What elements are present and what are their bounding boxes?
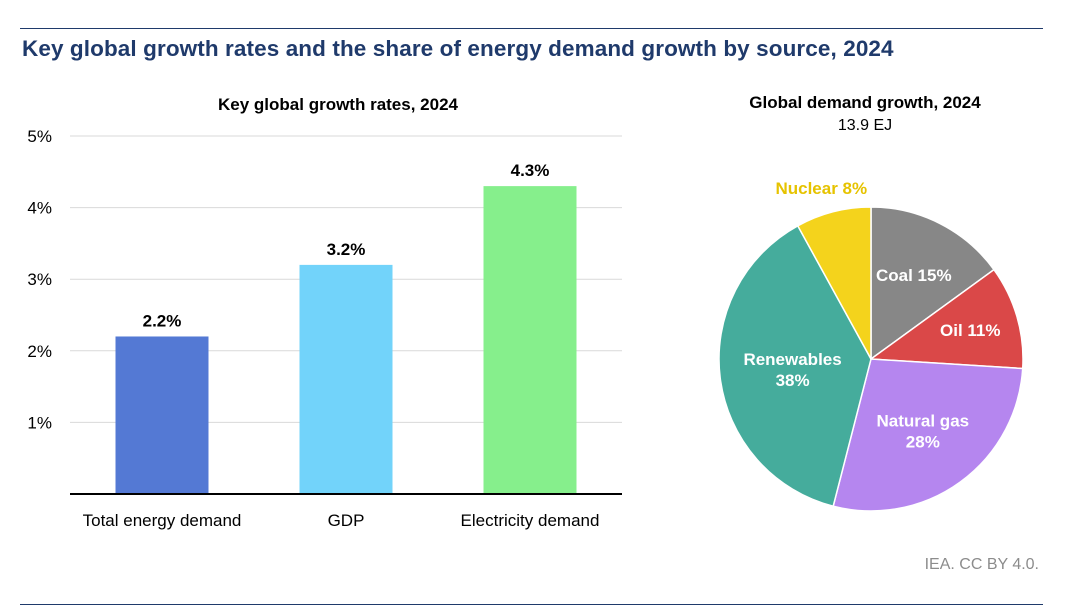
y-tick-label: 4% [27, 199, 52, 218]
x-tick-label: Electricity demand [461, 511, 600, 530]
pie-chart: Global demand growth, 2024 13.9 EJ Coal … [718, 93, 1024, 512]
pie-slice [868, 268, 1024, 370]
x-tick-label: GDP [328, 511, 365, 530]
pie-slice-labels: Coal 15% Oil 11% Natural gas 28% Renewables 3… [743, 179, 1000, 451]
bottom-rule [20, 604, 1043, 605]
top-rule [20, 28, 1043, 29]
source-note: IEA. CC BY 4.0. [924, 556, 1039, 573]
bar [115, 336, 209, 494]
bar [483, 186, 577, 494]
pie-slice-label: Renewables 38% [743, 350, 841, 390]
bar-data-label: 2.2% [143, 311, 182, 330]
bar-x-axis: Total energy demand GDP Electricity demand [83, 511, 600, 530]
bar-y-axis: 1% 2% 3% 4% 5% [27, 127, 52, 432]
bar-chart-title: Key global growth rates, 2024 [218, 95, 459, 114]
x-tick-label: Total energy demand [83, 511, 242, 530]
bar-data-label: 3.2% [327, 240, 366, 259]
y-tick-label: 3% [27, 270, 52, 289]
y-tick-label: 1% [27, 413, 52, 432]
pie-slice-label: Coal 15% [876, 266, 952, 285]
bar-series [115, 186, 577, 494]
bar-chart: Key global growth rates, 2024 1% 2% 3% 4% 5%… [27, 95, 622, 530]
pie-slice [832, 358, 1024, 512]
pie-chart-subtitle: 13.9 EJ [838, 117, 892, 134]
pie-slice-label: Natural gas 28% [877, 411, 970, 451]
y-tick-label: 2% [27, 342, 52, 361]
pie-slice [870, 206, 996, 361]
pie-chart-title: Global demand growth, 2024 [749, 93, 981, 112]
bar-data-label: 4.3% [511, 161, 550, 180]
pie-slice-label: Nuclear 8% [775, 179, 867, 198]
bar-data-labels: 2.2% 3.2% 4.3% [143, 161, 550, 330]
pie-slice [718, 224, 872, 508]
pie-slice-label: Oil 11% [940, 321, 1000, 340]
bar [299, 264, 393, 494]
pie-slice [796, 206, 872, 360]
y-tick-label: 5% [27, 127, 52, 146]
page-title: Key global growth rates and the share of… [22, 36, 894, 61]
pie-slices [718, 206, 1024, 512]
